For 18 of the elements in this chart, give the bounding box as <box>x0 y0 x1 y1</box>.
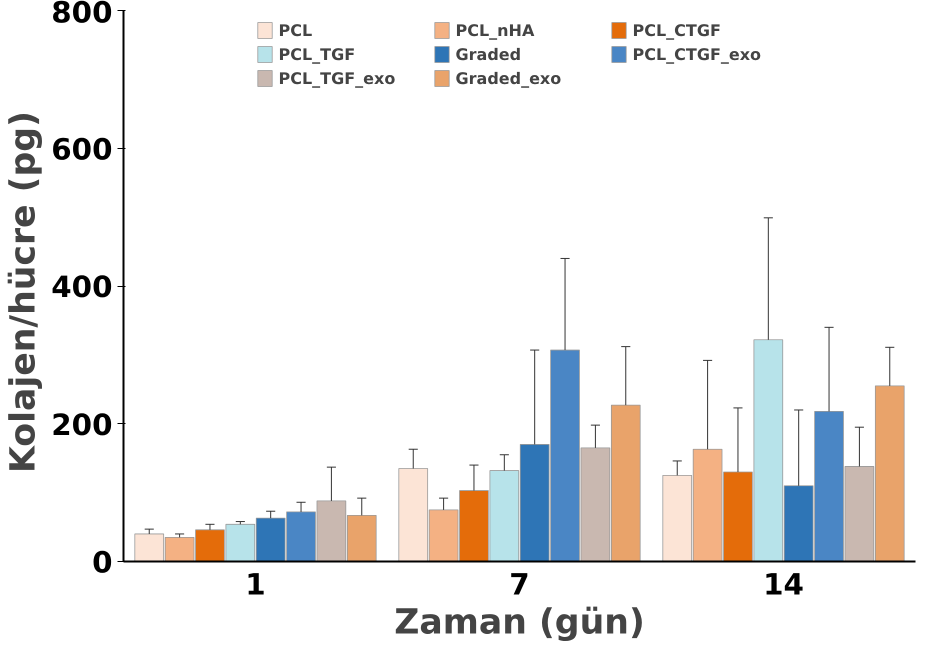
legend-label: PCL_TGF <box>278 44 356 64</box>
y-tick-label: 800 <box>51 0 113 30</box>
x-axis-title: Zaman (gün) <box>394 602 645 642</box>
legend-label: PCL_TGF_exo <box>278 68 396 88</box>
legend-label: PCL_CTGF_exo <box>632 44 762 64</box>
legend-label: Graded_exo <box>456 68 562 88</box>
legend-label: PCL <box>278 20 314 40</box>
x-tick-label: 7 <box>509 568 530 602</box>
y-axis-title: Kolajen/hücre (pg) <box>3 111 44 473</box>
legend-label: Graded <box>456 44 522 64</box>
y-tick-label: 600 <box>51 132 113 166</box>
x-tick-label: 1 <box>245 568 266 602</box>
y-tick-label: 0 <box>92 546 113 580</box>
x-tick-label: 14 <box>763 568 804 602</box>
legend-label: PCL_nHA <box>456 20 536 40</box>
y-tick-label: 200 <box>51 408 113 442</box>
y-tick-label: 400 <box>51 270 113 304</box>
legend-label: PCL_CTGF <box>632 20 722 40</box>
